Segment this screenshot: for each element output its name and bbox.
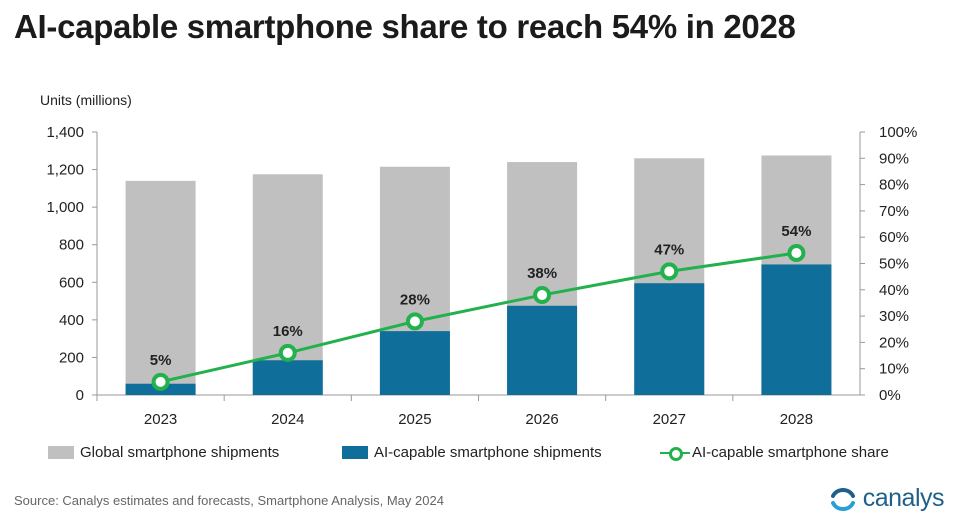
right-tick-label: 50%	[879, 256, 909, 273]
left-tick-label: 1,000	[46, 199, 84, 216]
ai-shipments-bar	[252, 360, 323, 395]
right-tick-label: 20%	[879, 334, 909, 351]
x-tick-label: 2025	[398, 411, 431, 428]
share-data-label: 16%	[273, 323, 303, 340]
brand-logo: canalys	[829, 484, 945, 513]
share-data-label: 54%	[781, 223, 811, 240]
x-tick-label: 2027	[653, 411, 686, 428]
left-tick-label: 400	[59, 312, 84, 329]
left-tick-label: 0	[76, 387, 84, 404]
legend-label-ai: AI-capable smartphone shipments	[374, 444, 602, 461]
ai-shipments-bar	[761, 264, 832, 395]
right-tick-label: 70%	[879, 203, 909, 220]
left-tick-label: 200	[59, 349, 84, 366]
ai-shipments-bar	[379, 331, 450, 395]
right-tick-label: 80%	[879, 177, 909, 194]
share-data-label: 47%	[654, 241, 684, 258]
x-tick-label: 2028	[780, 411, 813, 428]
legend-label-share: AI-capable smartphone share	[692, 444, 889, 461]
share-data-label: 5%	[150, 352, 172, 369]
right-tick-label: 100%	[879, 124, 917, 141]
right-tick-label: 30%	[879, 308, 909, 325]
share-data-label: 38%	[527, 265, 557, 282]
chart-area: 0 200 400 600 800 1,000 1,200 1,400 0% 10% 20% 30% 4…	[46, 124, 917, 428]
share-data-point	[151, 372, 170, 391]
right-tick-label: 0%	[879, 387, 901, 404]
source-note: Source: Canalys estimates and forecasts,…	[14, 493, 444, 508]
right-tick-label: 90%	[879, 150, 909, 167]
legend-item-global: Global smartphone shipments	[48, 444, 279, 461]
ai-shipments-bar	[634, 283, 705, 395]
right-tick-label: 10%	[879, 361, 909, 378]
x-tick-label: 2023	[144, 411, 177, 428]
left-tick-label: 800	[59, 237, 84, 254]
legend-swatch-ai	[342, 446, 368, 459]
x-tick-label: 2026	[525, 411, 558, 428]
share-series-line	[160, 251, 797, 384]
share-data-point	[533, 286, 552, 305]
global-shipments-bar	[125, 180, 196, 395]
share-data-label: 28%	[400, 291, 430, 308]
legend-item-share: AI-capable smartphone share	[660, 444, 889, 461]
brand-name: canalys	[862, 484, 945, 512]
legend-label-global: Global smartphone shipments	[80, 444, 280, 461]
x-tick-label: 2024	[271, 411, 304, 428]
legend-swatch-global	[48, 446, 74, 459]
legend-line-marker-icon	[660, 446, 690, 461]
canalys-logo-icon	[830, 487, 855, 511]
chart-title: AI-capable smartphone share to reach 54%…	[14, 8, 796, 45]
right-tick-label: 60%	[879, 229, 909, 246]
share-data-point	[405, 312, 424, 331]
y-axis-unit-label: Units (millions)	[40, 92, 132, 108]
left-tick-label: 1,400	[46, 124, 84, 141]
share-data-point	[660, 262, 679, 281]
share-data-point	[278, 343, 297, 362]
share-data-point	[787, 243, 806, 262]
ai-shipments-bar	[507, 305, 578, 395]
left-tick-label: 600	[59, 274, 84, 291]
right-tick-label: 40%	[879, 282, 909, 299]
left-tick-label: 1,200	[46, 162, 84, 179]
legend-item-ai: AI-capable smartphone shipments	[342, 444, 602, 461]
legend: Global smartphone shipments AI-capable s…	[0, 444, 956, 466]
